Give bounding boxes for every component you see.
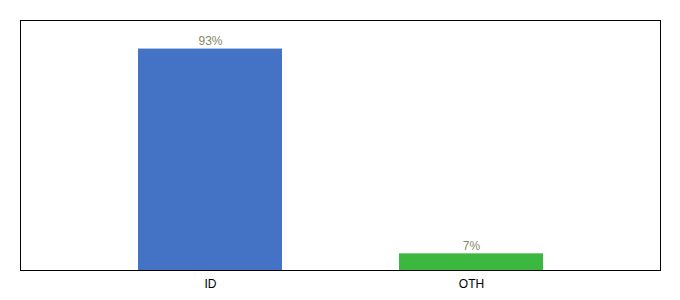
svg-text:OTH: OTH	[459, 277, 484, 291]
svg-text:93%: 93%	[198, 34, 222, 48]
svg-text:7%: 7%	[463, 239, 481, 253]
svg-text:ID: ID	[205, 277, 217, 291]
